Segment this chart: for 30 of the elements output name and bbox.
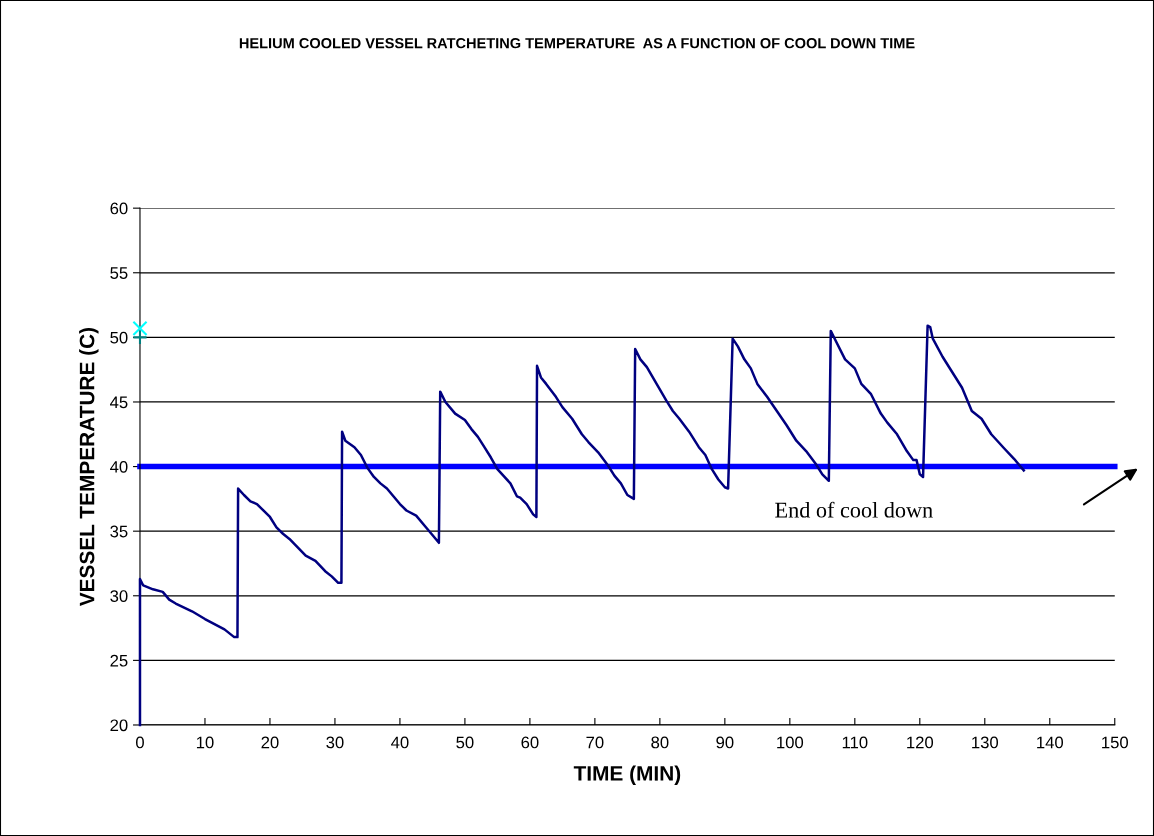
x-tick-label: 80 — [651, 736, 669, 749]
x-tick-label: 50 — [456, 736, 474, 749]
x-tick-label: 150 — [1102, 736, 1129, 749]
x-tick-label: 30 — [326, 736, 344, 749]
y-tick-label: 25 — [110, 654, 128, 667]
y-tick-label: 30 — [110, 590, 128, 602]
chart-title: HELIUM COOLED VESSEL RATCHETING TEMPERATURE AS A FUNCTION OF COOL DOWN TIME — [239, 38, 915, 49]
y-tick-label: 20 — [110, 719, 128, 732]
x-tick-label: 110 — [842, 736, 868, 749]
y-tick-label: 45 — [110, 396, 128, 409]
y-tick-label: 35 — [110, 525, 128, 538]
x-tick-label: 120 — [907, 736, 934, 749]
x-tick-label: 140 — [1037, 736, 1064, 749]
annotation: End of cool down — [775, 501, 933, 518]
y-tick-label: 55 — [110, 267, 128, 279]
x-tick-label: 130 — [972, 736, 999, 749]
x-tick-label: 0 — [136, 736, 144, 749]
y-tick-label: 60 — [110, 202, 128, 215]
x-tick-label: 100 — [777, 736, 804, 749]
y-axis-title: VESSEL TEMPERATURE (C) — [79, 327, 99, 607]
line-series — [138, 324, 1026, 727]
x-tick-label: 10 — [196, 736, 214, 749]
x-tick-label: 40 — [391, 736, 409, 749]
x-axis-title: TIME (MIN) — [573, 765, 681, 785]
x-tick-label: 70 — [586, 736, 604, 749]
y-tick-label: 50 — [110, 331, 128, 344]
x-tick-label: 20 — [261, 736, 279, 749]
y-tick-label: 40 — [110, 460, 128, 473]
x-tick-label: 60 — [521, 736, 539, 749]
x-tick-label: 90 — [716, 736, 734, 749]
